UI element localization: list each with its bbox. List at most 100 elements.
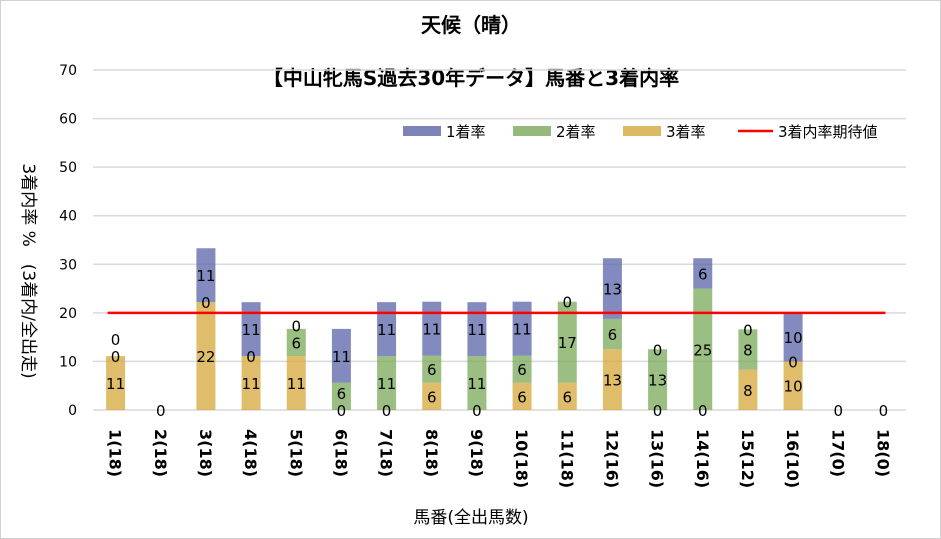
data-label: 0 bbox=[653, 341, 663, 359]
bar-segment bbox=[106, 356, 126, 410]
data-label: 11 bbox=[287, 375, 306, 393]
data-label: 17 bbox=[558, 334, 577, 352]
y-tick-label: 40 bbox=[59, 209, 77, 225]
data-label: 0 bbox=[653, 402, 663, 420]
x-tick-label: 13(16) bbox=[648, 429, 667, 488]
data-label: 0 bbox=[562, 294, 572, 312]
data-label: 0 bbox=[291, 317, 301, 335]
data-label: 8 bbox=[743, 342, 753, 360]
x-tick-label: 8(18) bbox=[422, 429, 441, 477]
data-label: 22 bbox=[196, 348, 215, 366]
data-label: 6 bbox=[427, 361, 437, 379]
x-tick-label: 7(18) bbox=[377, 429, 396, 477]
x-tick-label: 4(18) bbox=[241, 429, 260, 477]
data-label: 13 bbox=[603, 281, 622, 299]
x-tick-label: 5(18) bbox=[286, 429, 305, 477]
y-tick-label: 10 bbox=[59, 354, 77, 370]
chart-title: 天候（晴） bbox=[421, 13, 521, 37]
bar-segment bbox=[693, 258, 713, 289]
data-label: 11 bbox=[377, 375, 396, 393]
bar-segment bbox=[783, 312, 803, 362]
x-tick-label: 2(18) bbox=[151, 429, 170, 477]
x-tick-label: 11(18) bbox=[557, 429, 576, 488]
bar-segment bbox=[602, 349, 622, 410]
legend-label: 3着内率期待値 bbox=[778, 123, 878, 141]
x-tick-label: 1(18) bbox=[106, 429, 125, 477]
data-label: 11 bbox=[467, 375, 486, 393]
data-label: 11 bbox=[467, 321, 486, 339]
bar-segment bbox=[241, 356, 261, 410]
y-tick-label: 30 bbox=[59, 257, 77, 273]
x-tick-label: 3(18) bbox=[196, 429, 215, 477]
data-label: 0 bbox=[201, 294, 211, 312]
data-label: 6 bbox=[427, 388, 437, 406]
x-tick-label: 12(16) bbox=[602, 429, 621, 488]
x-tick-label: 10(18) bbox=[512, 429, 531, 488]
x-tick-label: 14(16) bbox=[693, 429, 712, 488]
bar-segment bbox=[738, 329, 758, 370]
data-label: 11 bbox=[106, 375, 125, 393]
y-tick-label: 50 bbox=[59, 160, 77, 176]
x-tick-label: 18(0) bbox=[873, 429, 892, 477]
data-label: 6 bbox=[517, 388, 527, 406]
data-label: 8 bbox=[743, 382, 753, 400]
bar-segment bbox=[738, 369, 758, 410]
x-axis-title: 馬番(全出馬数) bbox=[413, 508, 528, 528]
bar-segment bbox=[557, 301, 577, 383]
data-label: 0 bbox=[833, 402, 843, 420]
bar-segment bbox=[557, 382, 577, 410]
bar-segment bbox=[602, 258, 622, 319]
x-tick-label: 6(18) bbox=[331, 429, 350, 477]
data-label: 11 bbox=[332, 348, 351, 366]
bar-segment bbox=[286, 328, 306, 357]
data-label: 0 bbox=[382, 402, 392, 420]
legend-swatch bbox=[623, 126, 661, 136]
x-tick-label: 9(18) bbox=[467, 429, 486, 477]
legend-swatch bbox=[513, 126, 551, 136]
legend-label: 3着率 bbox=[666, 123, 706, 141]
y-tick-label: 70 bbox=[59, 63, 77, 79]
data-label: 25 bbox=[693, 341, 712, 359]
y-tick-label: 60 bbox=[59, 112, 77, 128]
x-tick-label: 17(0) bbox=[828, 429, 847, 477]
bar-segment bbox=[693, 288, 713, 410]
data-label: 0 bbox=[246, 348, 256, 366]
data-label: 0 bbox=[698, 402, 708, 420]
bar-segment bbox=[422, 301, 442, 356]
data-label: 13 bbox=[648, 372, 667, 390]
data-label: 11 bbox=[196, 267, 215, 285]
data-label: 6 bbox=[517, 361, 527, 379]
data-label: 13 bbox=[603, 372, 622, 390]
bar-segment bbox=[377, 356, 397, 410]
data-label: 11 bbox=[513, 321, 532, 339]
y-tick-label: 20 bbox=[59, 306, 77, 322]
bar-segment bbox=[377, 302, 397, 357]
data-label: 10 bbox=[784, 329, 803, 347]
bar-segment bbox=[241, 302, 261, 357]
x-tick-label: 16(10) bbox=[783, 429, 802, 488]
bar-segment bbox=[196, 302, 216, 410]
data-label: 0 bbox=[111, 331, 121, 349]
data-label: 0 bbox=[111, 348, 121, 366]
data-label: 6 bbox=[291, 334, 301, 352]
data-label: 11 bbox=[422, 321, 441, 339]
bar-segment bbox=[512, 382, 532, 410]
bar-segment bbox=[331, 328, 351, 383]
data-label: 0 bbox=[337, 402, 347, 420]
bar-segment bbox=[602, 318, 622, 350]
bar-segment bbox=[467, 356, 487, 410]
data-label: 11 bbox=[242, 375, 261, 393]
data-label: 6 bbox=[608, 326, 618, 344]
bar-segment bbox=[512, 355, 532, 383]
bar-segment bbox=[286, 356, 306, 410]
bar-segment bbox=[648, 349, 668, 410]
data-label: 0 bbox=[879, 402, 889, 420]
legend-swatch bbox=[403, 126, 441, 136]
data-label: 0 bbox=[788, 353, 798, 371]
data-label: 11 bbox=[377, 321, 396, 339]
y-axis-title: 3着内率 % (3着内/全出走) bbox=[18, 163, 38, 378]
data-label: 6 bbox=[698, 265, 708, 283]
data-label: 11 bbox=[242, 321, 261, 339]
